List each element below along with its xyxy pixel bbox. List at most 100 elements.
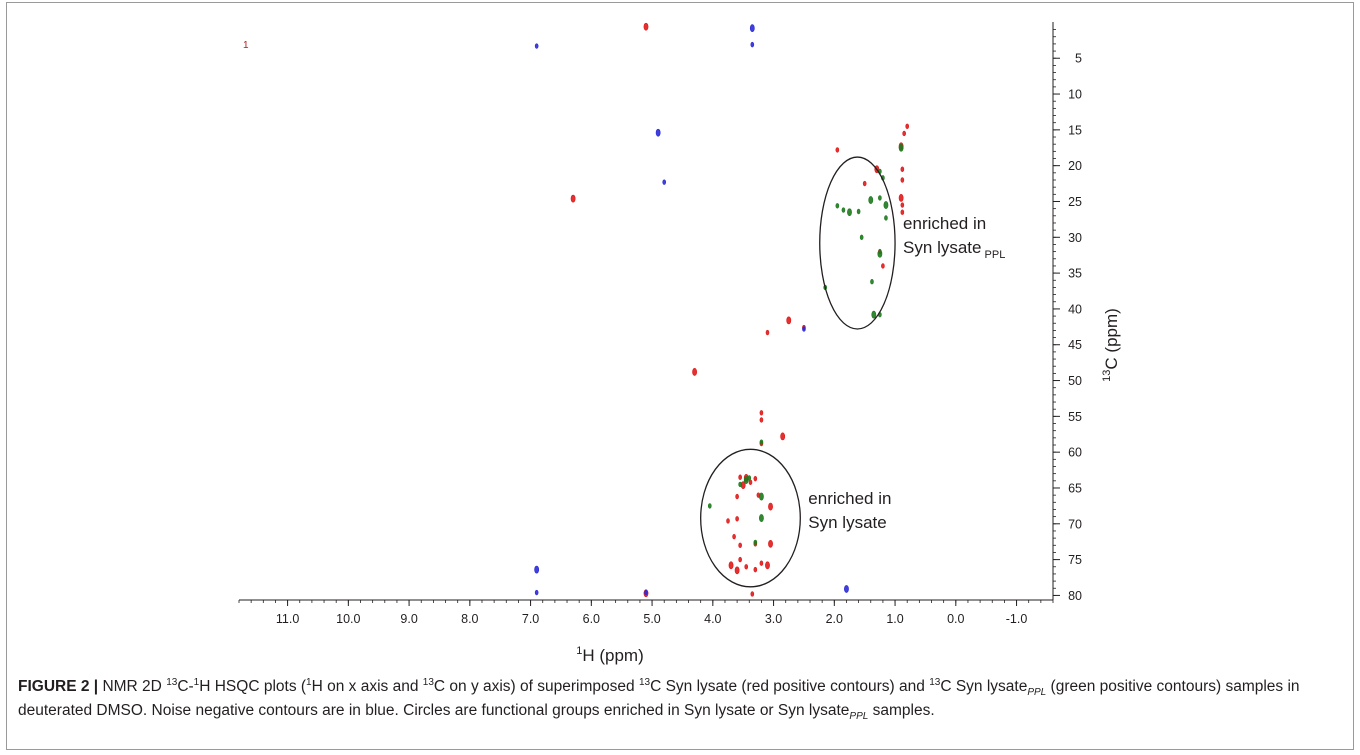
annotation-line-2: Syn lysate — [808, 513, 886, 532]
contour-peak-s0 — [750, 591, 755, 597]
caption-text: H on x axis and — [311, 678, 423, 695]
x-tick-label: 9.0 — [400, 612, 417, 626]
contour-peak-s0 — [780, 432, 786, 441]
panel-label: 1 — [243, 40, 249, 51]
contour-peak-s0 — [900, 177, 905, 183]
contour-peak-s0 — [898, 193, 904, 202]
figure-caption: FIGURE 2 | NMR 2D 13C-1H HSQC plots (1H … — [18, 675, 1348, 723]
contour-peak-s0 — [738, 556, 742, 563]
x-tick-label: 8.0 — [461, 612, 478, 626]
contour-peak-s0 — [753, 566, 758, 573]
x-tick-label: -1.0 — [1006, 612, 1028, 626]
contour-peak-s1 — [883, 201, 889, 209]
caption-text: C- — [177, 678, 194, 695]
y-tick-label: 10 — [1068, 88, 1082, 102]
contour-peak-s2 — [534, 565, 540, 574]
contour-peak-s0 — [726, 518, 730, 524]
caption-text: C Syn lysate (red positive contours) and — [650, 678, 930, 695]
x-tick-label: 10.0 — [336, 612, 360, 626]
contour-peak-s1 — [868, 196, 874, 204]
contour-peak-s1 — [870, 279, 874, 285]
y-tick-label: 70 — [1068, 517, 1082, 531]
contour-peak-s1 — [759, 492, 764, 501]
caption-superscript: 13 — [929, 676, 941, 688]
contour-peak-s0 — [900, 202, 905, 208]
contour-peak-s2 — [844, 585, 849, 593]
caption-superscript: 1 — [306, 676, 312, 688]
x-tick-label: 6.0 — [583, 612, 600, 626]
contour-peak-s1 — [759, 514, 764, 522]
y-tick-label: 35 — [1068, 267, 1082, 281]
contour-peak-s2 — [534, 589, 539, 596]
contour-peak-s1 — [847, 208, 852, 217]
caption-superscript: 1 — [193, 676, 200, 688]
contour-peak-s2 — [750, 41, 755, 48]
contour-peak-s0 — [786, 316, 792, 325]
contour-peak-s0 — [753, 475, 758, 482]
contour-peak-s0 — [900, 166, 905, 172]
x-tick-label: 5.0 — [643, 612, 660, 626]
caption-superscript: 13 — [422, 676, 434, 688]
contour-peak-s0 — [759, 410, 764, 416]
y-axis-title-text: C (ppm) — [1102, 308, 1121, 369]
contour-peak-s0 — [643, 22, 649, 31]
contour-peak-s0 — [768, 502, 773, 511]
x-tick-label: 3.0 — [765, 612, 782, 626]
contour-peak-s0 — [570, 194, 576, 203]
contour-peak-s1 — [877, 249, 883, 258]
contour-peak-s0 — [692, 368, 697, 376]
contour-peak-s1 — [871, 310, 877, 319]
contour-peak-s2 — [534, 43, 539, 49]
x-tick-label: 4.0 — [704, 612, 721, 626]
caption-text: C Syn lysate — [940, 678, 1028, 695]
caption-text: C on y axis) of superimposed — [433, 678, 639, 695]
y-tick-label: 40 — [1068, 302, 1082, 316]
contour-peak-s1 — [707, 503, 712, 509]
y-axis-title-sup: 13 — [1101, 370, 1113, 382]
x-tick-label: 2.0 — [826, 612, 843, 626]
caption-text: (green positive contours) samples in deu… — [18, 678, 1300, 719]
contour-peak-s1 — [747, 475, 752, 481]
annotation-subscript: PPL — [981, 249, 1005, 261]
contour-peak-s1 — [841, 207, 846, 213]
caption-text: samples. — [868, 702, 935, 719]
y-tick-label: 15 — [1068, 123, 1082, 137]
contour-peak-s1 — [759, 439, 764, 445]
y-tick-label: 65 — [1068, 481, 1082, 495]
contour-peak-s2 — [644, 589, 648, 596]
hsqc-plot: enriched in Syn lysate PPL enriched in Syn … — [238, 22, 1121, 665]
y-tick-label: 30 — [1068, 231, 1082, 245]
contour-peak-s2 — [749, 24, 755, 33]
caption-subscript: PPL — [849, 711, 869, 723]
contour-peak-s0 — [738, 542, 742, 548]
contour-peak-s1 — [753, 539, 758, 546]
y-tick-label: 50 — [1068, 374, 1082, 388]
caption-label: FIGURE 2 | — [18, 678, 99, 695]
contour-peak-s0 — [768, 539, 773, 548]
contour-peak-s0 — [728, 561, 734, 570]
contour-peak-s0 — [765, 329, 770, 336]
contour-peak-s0 — [732, 533, 736, 540]
y-tick-label: 45 — [1068, 338, 1082, 352]
y-tick-label: 80 — [1068, 589, 1082, 603]
contour-peak-s0 — [734, 566, 740, 575]
contour-peak-s0 — [744, 564, 749, 570]
y-tick-label: 20 — [1068, 159, 1082, 173]
enrichment-circle-1 — [700, 448, 801, 588]
annotation-line-2: Syn lysate PPL — [903, 238, 1005, 261]
x-axis-title-sup: 1 — [576, 645, 582, 657]
y-tick-label: 75 — [1068, 553, 1082, 567]
caption-subscript: PPL — [1027, 687, 1047, 699]
x-tick-label: 1.0 — [886, 612, 903, 626]
contour-peak-s0 — [902, 130, 906, 137]
contour-peak-s0 — [862, 180, 867, 187]
contour-peak-s0 — [765, 561, 770, 570]
caption-text: H HSQC plots ( — [199, 678, 307, 695]
contour-peak-s0 — [905, 123, 910, 129]
figure-frame — [6, 2, 1354, 750]
contour-peak-s0 — [759, 417, 764, 423]
annotation-line-1: enriched in — [808, 489, 891, 508]
contour-peak-s1 — [898, 143, 904, 152]
contour-peak-s2 — [662, 179, 667, 185]
contour-peak-s0 — [735, 493, 739, 500]
